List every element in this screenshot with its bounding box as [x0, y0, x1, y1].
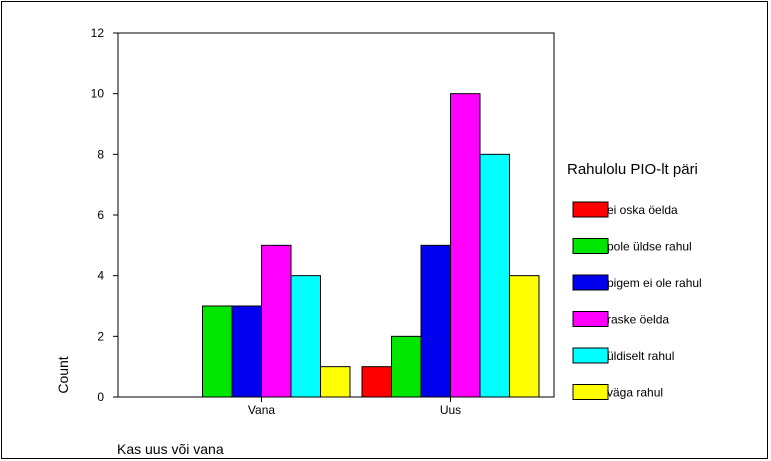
legend-swatch: [572, 238, 609, 254]
legend-swatch: [572, 201, 609, 218]
legend-label: pole üldse rahul: [607, 240, 692, 254]
x-tick-label: Uus: [440, 403, 461, 417]
y-axis: 0 2 4 6 8 10 12: [91, 26, 118, 404]
bar-uus-series-4: [479, 153, 510, 398]
bar-uus-series-5: [509, 275, 540, 398]
bar-uus-series-0: [361, 366, 392, 398]
legend-swatch: [572, 384, 609, 400]
legend-swatch: [572, 311, 609, 327]
y-axis-title: Count: [55, 356, 71, 393]
bar-vana-series-5: [320, 366, 351, 398]
bar-uus-series-3: [450, 93, 481, 398]
x-tick-label: Vana: [248, 403, 275, 417]
bar-uus-series-2: [420, 244, 451, 398]
y-tick-label: 8: [97, 147, 104, 161]
legend-swatch: [572, 347, 609, 364]
bar-vana-series-1: [202, 305, 233, 398]
bars-group: [202, 93, 540, 398]
legend-label: ei oska öelda: [607, 203, 678, 217]
legend-title: Rahulolu PIO-lt päri: [567, 161, 698, 178]
legend-label: üldiselt rahul: [607, 349, 674, 363]
x-axis: Vana Uus: [248, 397, 461, 417]
legend-swatch: [572, 274, 609, 291]
y-tick-label: 2: [97, 329, 104, 343]
legend: ei oska öelda pole üldse rahul pigem ei ol…: [572, 201, 702, 400]
legend-label: väga rahul: [607, 386, 663, 400]
legend-label: raske öelda: [607, 313, 669, 327]
y-tick-label: 10: [91, 87, 105, 101]
legend-label: pigem ei ole rahul: [607, 276, 702, 290]
x-axis-title: Kas uus või vana: [117, 441, 224, 457]
y-tick-label: 0: [97, 390, 104, 404]
bar-uus-series-1: [391, 335, 422, 398]
bar-vana-series-3: [261, 244, 292, 398]
y-tick-label: 12: [91, 26, 105, 40]
y-tick-label: 6: [97, 208, 104, 222]
bar-vana-series-2: [231, 305, 262, 398]
y-tick-label: 4: [97, 269, 104, 283]
bar-vana-series-4: [290, 275, 321, 398]
